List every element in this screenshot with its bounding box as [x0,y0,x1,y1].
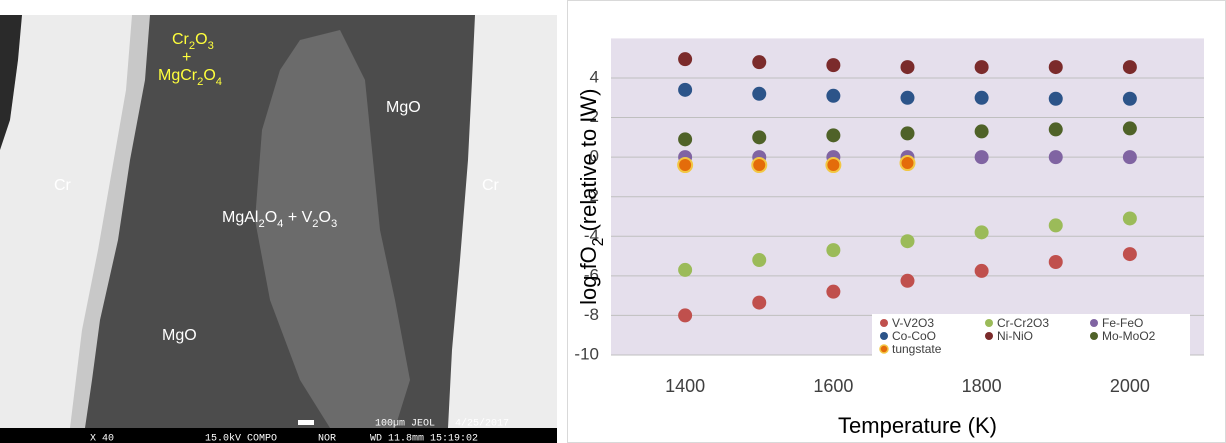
y-tick-label: 2 [590,107,599,126]
y-tick-label: 0 [590,147,599,166]
point [826,128,841,143]
micrograph [0,15,557,443]
point [900,90,915,105]
point [900,273,915,288]
sem-info: WD 11.8mm 15:19:02 [370,434,478,443]
point [678,132,693,147]
cr-left [0,15,132,428]
x-tick-label: 1400 [665,376,705,396]
point [1048,218,1063,233]
point [1122,91,1137,106]
sem-info: 4/25/2017 [455,418,509,430]
point [900,60,915,75]
x-tick-label: 1800 [962,376,1002,396]
point [752,295,767,310]
sem-label: MgAl2O4 + V2O3 [222,209,337,230]
point [1122,60,1137,75]
y-tick-label: -8 [584,305,599,324]
point [825,157,842,174]
sem-info: 100µm JEOL [375,419,435,430]
sem-info: X 40 [90,434,114,443]
sem-label: Cr [482,177,500,194]
point [826,284,841,299]
point [1122,121,1137,136]
legend-label: Fe-FeO [1102,316,1143,330]
point [678,52,693,67]
sem-label: Cr2O3 [172,31,214,52]
legend-marker [880,332,888,340]
point [752,55,767,70]
sem-label: MgO [386,99,421,116]
point [751,157,768,174]
sem-info: 15.0kV COMPO [205,433,277,443]
point [1048,122,1063,137]
legend-marker [985,332,993,340]
point [678,82,693,97]
point [1048,150,1063,165]
legend-box [872,314,1190,359]
info-bar [0,428,557,443]
legend-marker [985,319,993,327]
y-tick-label: -2 [584,186,599,205]
point [826,88,841,103]
x-tick-label: 2000 [1110,376,1150,396]
y-tick-label: -6 [584,265,599,284]
point [1122,150,1137,165]
point [826,58,841,73]
sem-label: + [182,49,191,66]
y-tick-label: -4 [584,226,599,245]
legend-marker [1090,332,1098,340]
point [974,263,989,278]
point [1122,247,1137,262]
x-tick-label: 1600 [813,376,853,396]
point [678,308,693,323]
scale-bar [298,420,314,425]
y-axis-label: log fO2 (relative to IW) [576,88,607,304]
cr-right [448,15,557,428]
point [899,155,916,172]
sem-label: MgO [162,327,197,344]
sem-info: NOR [318,434,336,443]
point [752,130,767,145]
y-tick-label: 4 [590,67,599,86]
point [974,150,989,165]
legend-label: Mo-MoO2 [1102,329,1156,343]
legend-label: V-V2O3 [892,316,934,330]
y-tick-label: -10 [574,344,599,363]
point [900,234,915,249]
point [900,126,915,141]
legend-marker [880,319,888,327]
legend-label: Ni-NiO [997,329,1033,343]
legend-marker [1090,319,1098,327]
legend-label: tungstate [892,342,942,356]
point [826,243,841,258]
point [974,90,989,105]
point [1048,91,1063,106]
point [1122,211,1137,226]
point [974,225,989,240]
legend-marker [879,344,889,354]
legend-label: Cr-Cr2O3 [997,316,1049,330]
sem-label: Cr [54,177,72,194]
spinel-zone [255,30,410,428]
sem-label: MgCr2O4 [158,67,222,88]
point [1048,60,1063,75]
dark-edge [0,15,22,150]
legend-label: Co-CoO [892,329,936,343]
x-axis-label: Temperature (K) [838,413,997,438]
point [677,157,694,174]
point [974,60,989,75]
point [678,262,693,277]
point [1048,254,1063,269]
point [974,124,989,139]
point [752,86,767,101]
point [752,253,767,268]
